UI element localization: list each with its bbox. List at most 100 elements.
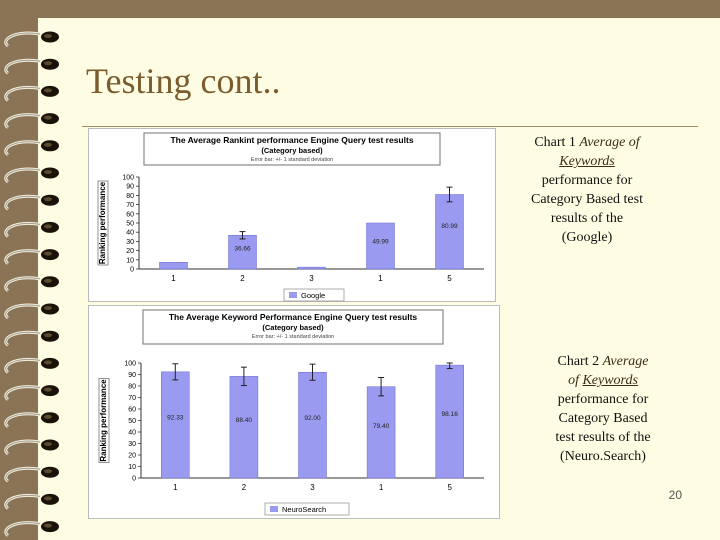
binding-ring-edge (5, 168, 41, 183)
binding-hole-highlight (44, 442, 52, 446)
chart-data-label: 36.66 (234, 245, 251, 252)
caption1-italic2: Keywords (559, 154, 615, 169)
chart-y-tick-label: 40 (128, 430, 136, 437)
chart-data-label: 80.99 (441, 223, 458, 230)
chart-y-tick-label: 20 (126, 248, 134, 255)
chart-y-tick-label: 40 (126, 230, 134, 237)
binding-hole-highlight (44, 61, 52, 66)
binding-ring-edge (5, 250, 41, 264)
chart-x-tick-label: 2 (240, 274, 245, 283)
binding-ring (4, 358, 41, 374)
binding-ring-edge (5, 386, 41, 400)
chart-y-tick-label: 70 (128, 395, 136, 402)
binding-ring (4, 194, 41, 211)
chart-y-tick-label: 0 (132, 476, 136, 483)
chart-data-label: 49.99 (372, 239, 389, 246)
chart-y-tick-label: 50 (126, 221, 134, 228)
chart-ylabel-box (98, 378, 110, 463)
binding-ring-edge (5, 223, 41, 237)
chart-data-label: 88.40 (236, 417, 253, 424)
caption2-italic2a: of (568, 373, 579, 388)
binding-ring (4, 330, 41, 347)
binding-hole-highlight (44, 360, 52, 365)
binding-ring-edge (5, 87, 41, 101)
binding-hole-highlight (44, 142, 52, 147)
chart-bar (298, 371, 327, 479)
caption1-prefix: Chart 1 (534, 135, 576, 150)
chart-legend-label: Google (301, 291, 325, 300)
binding-hole-highlight (44, 197, 52, 202)
chart-legend-box (264, 502, 350, 516)
chart-y-tick-label: 90 (126, 184, 134, 191)
chart-data-label: 92.33 (167, 415, 184, 422)
chart2-caption: Chart 2 Average of Keywords performance … (536, 352, 670, 466)
chart-y-tick-label: 60 (126, 211, 134, 218)
chart-x-tick-label: 1 (379, 483, 384, 492)
chart-y-tick-label: 50 (128, 418, 136, 425)
chart-legend-swatch (289, 292, 297, 298)
chart1-caption: Chart 1 Average of Keywords performance … (512, 133, 662, 247)
binding-ring (4, 86, 41, 102)
chart-y-tick-label: 10 (128, 464, 136, 471)
binding-hole-highlight (44, 224, 52, 229)
binding-ring-edge (5, 440, 41, 455)
chart-x-tick-label: 1 (171, 274, 176, 283)
chart-bar (297, 266, 326, 270)
binding-ring-edge (5, 277, 41, 292)
binding-ring (4, 303, 41, 320)
chart-data-label: 79.40 (373, 423, 390, 430)
chart-legend-box (283, 288, 345, 302)
chart-note: Error bar: +/- 1 standard deviation (251, 157, 333, 163)
chart-subtitle: (Category based) (262, 323, 324, 332)
title-divider (82, 126, 698, 127)
chart-bar (435, 364, 464, 479)
binding-ring (4, 276, 41, 292)
binding-ring (4, 494, 41, 510)
chart-ylabel-box (97, 180, 109, 266)
chart-title-box (143, 132, 441, 166)
slide-number: 20 (668, 488, 682, 502)
caption1-italic1: Average of (579, 135, 640, 150)
binding-ring-edge (5, 413, 41, 428)
binding-hole-highlight (44, 170, 52, 174)
chart-bar (366, 222, 395, 270)
binding-hole-highlight (44, 414, 52, 419)
chart-x-tick-label: 3 (309, 274, 314, 283)
chart-x-tick-label: 5 (447, 483, 452, 492)
binding-hole-highlight (44, 251, 52, 256)
chart-google-svg: The Average Rankint performance Engine Q… (97, 132, 484, 302)
caption1-line6: (Google) (561, 230, 613, 245)
chart-bar (229, 376, 259, 479)
binding-ring (4, 167, 41, 184)
binding-hole-highlight (44, 469, 52, 474)
caption2-prefix: Chart 2 (557, 354, 600, 369)
binding-hole-highlight (44, 88, 52, 93)
binding-ring (4, 222, 41, 238)
binding-hole-highlight (44, 115, 52, 120)
chart-x-tick-label: 3 (310, 483, 315, 492)
chart-legend-swatch (270, 506, 278, 512)
chart-data-label: 98.16 (442, 411, 459, 418)
chart-neurosearch: The Average Keyword Performance Engine Q… (88, 305, 500, 519)
chart-bar (159, 262, 188, 270)
chart-x-tick-label: 1 (378, 274, 383, 283)
chart-y-tick-label: 20 (128, 453, 136, 460)
chart-data-label: 92.00 (304, 415, 321, 422)
chart-y-tick-label: 60 (128, 407, 136, 414)
binding-ring-edge (5, 195, 41, 210)
chart-bar (228, 235, 257, 270)
binding-ring-edge (5, 304, 41, 319)
binding-ring (4, 466, 41, 483)
binding-hole-highlight (44, 496, 52, 501)
binding-hole-highlight (44, 278, 52, 283)
chart-ylabel: Ranking performance (99, 379, 108, 462)
binding-ring (4, 58, 41, 75)
binding-ring (4, 439, 41, 456)
binding-ring-edge (5, 331, 41, 346)
caption1-line5: results of the (550, 211, 624, 226)
binding-ring-edge (5, 59, 41, 74)
chart-x-tick-label: 1 (173, 483, 178, 492)
binding-hole-highlight (44, 523, 52, 528)
caption2-line4: Category Based (558, 411, 648, 426)
chart-y-tick-label: 10 (126, 257, 134, 264)
